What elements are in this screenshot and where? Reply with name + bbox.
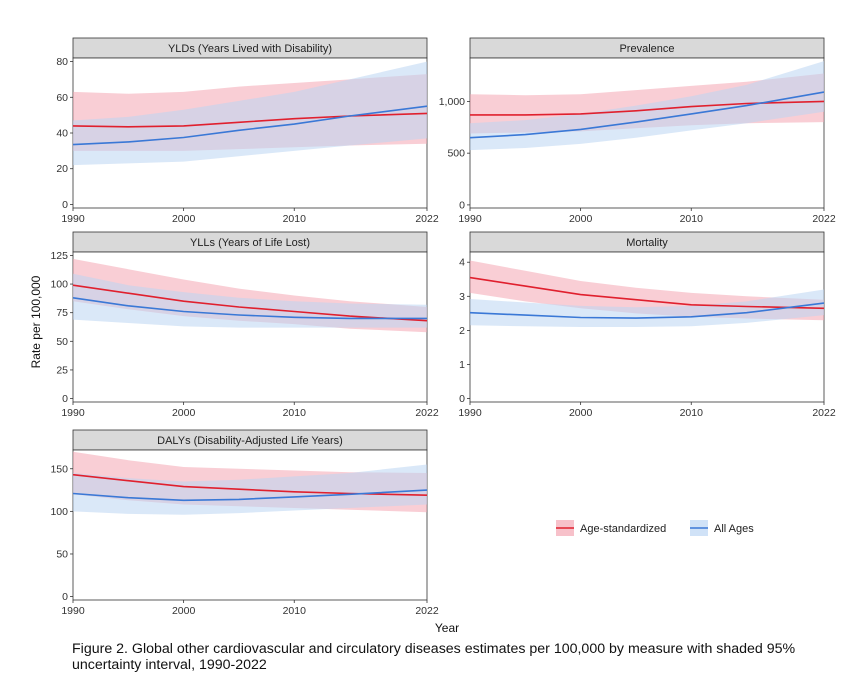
y-tick-label: 3 [459, 291, 465, 303]
y-tick-label: 100 [50, 279, 68, 291]
y-tick-label: 125 [50, 250, 68, 262]
y-tick-label: 100 [50, 506, 68, 518]
series-line-all-ages [72, 489, 428, 502]
y-tick-label: 500 [447, 148, 465, 160]
x-tick-label: 2000 [172, 605, 196, 617]
panel-title: YLLs (Years of Life Lost) [190, 237, 310, 249]
series-line-age-standardized [469, 276, 825, 310]
series-line-all-ages [469, 91, 825, 139]
legend-label: All Ages [714, 523, 754, 535]
x-tick-label: 2022 [415, 407, 439, 419]
uncertainty-band-all-ages [73, 273, 427, 328]
y-tick-label: 60 [56, 92, 68, 104]
y-tick-label: 0 [62, 199, 68, 211]
legend-entry: Age-standardized [556, 520, 666, 536]
x-axis-title: Year [435, 621, 459, 635]
x-tick-label: 2000 [569, 213, 593, 225]
x-tick-label: 1990 [61, 605, 85, 617]
x-tick-label: 2010 [680, 213, 704, 225]
series-line-age-standardized [72, 284, 428, 322]
y-tick-label: 40 [56, 128, 68, 140]
panel-5: DALYs (Disability-Adjusted Life Years) 0 5… [50, 429, 439, 617]
panel-title: Prevalence [619, 43, 674, 55]
y-tick-label: 80 [56, 56, 68, 68]
panel-4: Mortality 0 1 2 3 4 1990 2000 2010 2022 [458, 231, 836, 419]
x-tick-label: 2000 [172, 407, 196, 419]
panel-2: Prevalence 0 500 1,000 1990 2000 2010 2022 [439, 37, 836, 225]
legend-entry: All Ages [690, 520, 754, 536]
figure-canvas: YLDs (Years Lived with Disability)020406… [29, 37, 836, 635]
series-line-all-ages [72, 105, 428, 146]
y-tick-label: 0 [62, 393, 68, 405]
legend: Age-standardized All Ages [556, 520, 754, 536]
uncertainty-band-all-ages [470, 289, 824, 327]
y-tick-label: 50 [56, 336, 68, 348]
y-tick-label: 50 [56, 548, 68, 560]
figure-caption: Figure 2. Global other cardiovascular an… [72, 641, 796, 673]
panel-3: YLLs (Years of Life Lost) 0 25 50 75 100 125 19… [50, 231, 439, 419]
y-tick-label: 1 [459, 359, 465, 371]
x-tick-label: 2022 [812, 213, 836, 225]
series-line-all-ages [469, 302, 825, 319]
y-tick-label: 75 [56, 307, 68, 319]
x-tick-label: 1990 [61, 213, 85, 225]
x-tick-label: 2010 [283, 213, 307, 225]
y-tick-label: 2 [459, 325, 465, 337]
x-tick-label: 2000 [172, 213, 196, 225]
panel-1: YLDs (Years Lived with Disability) 0 20 40 6… [56, 37, 439, 225]
x-tick-label: 1990 [458, 213, 482, 225]
y-tick-label: 25 [56, 364, 68, 376]
y-tick-label: 0 [62, 591, 68, 603]
x-tick-label: 2010 [283, 407, 307, 419]
y-tick-label: 150 [50, 463, 68, 475]
x-tick-label: 2022 [415, 213, 439, 225]
panel-title: YLDs (Years Lived with Disability) [168, 43, 332, 55]
y-axis-title: Rate per 100,000 [29, 275, 43, 368]
x-tick-label: 2010 [680, 407, 704, 419]
y-tick-label: 0 [459, 393, 465, 405]
panel-title: DALYs (Disability-Adjusted Life Years) [157, 435, 343, 447]
x-tick-label: 2022 [415, 605, 439, 617]
x-tick-label: 2022 [812, 407, 836, 419]
uncertainty-band-all-ages [470, 61, 824, 151]
y-tick-label: 1,000 [439, 96, 465, 108]
series-line-all-ages [72, 297, 427, 320]
y-tick-label: 0 [459, 199, 465, 211]
series-line-age-standardized [470, 100, 825, 116]
y-tick-label: 4 [459, 257, 465, 269]
x-tick-label: 2000 [569, 407, 593, 419]
x-tick-label: 1990 [61, 407, 85, 419]
x-tick-label: 2010 [283, 605, 307, 617]
legend-label: Age-standardized [580, 523, 666, 535]
panel-title: Mortality [626, 237, 668, 249]
x-tick-label: 1990 [458, 407, 482, 419]
y-tick-label: 20 [56, 163, 68, 175]
